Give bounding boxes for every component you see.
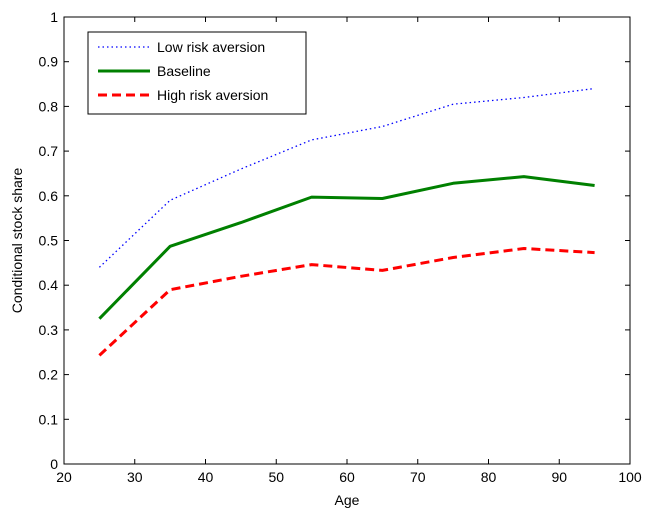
- y-tick-label: 0.5: [39, 233, 59, 249]
- y-tick-label: 0.8: [39, 98, 59, 114]
- legend: Low risk aversion Baseline High risk avers…: [87, 31, 307, 115]
- plot-area-frame: [63, 16, 631, 465]
- y-tick-label: 1: [50, 9, 58, 25]
- x-axis-ticks: 20 30 40 50 60 70 80 90 100: [56, 17, 642, 485]
- x-tick-label: 40: [198, 469, 214, 485]
- y-tick-label: 0.3: [39, 322, 59, 338]
- x-tick-label: 90: [551, 469, 567, 485]
- x-tick-label: 50: [268, 469, 284, 485]
- x-tick-label: 20: [56, 469, 72, 485]
- x-tick-label: 60: [339, 469, 355, 485]
- y-tick-label: 0.1: [39, 411, 59, 427]
- legend-entry-label: High risk aversion: [157, 87, 268, 103]
- legend-entry-label: Baseline: [157, 63, 211, 79]
- y-tick-label: 0.9: [39, 54, 59, 70]
- x-tick-label: 70: [410, 469, 426, 485]
- y-tick-label: 0.2: [39, 367, 59, 383]
- x-axis-label: Age: [335, 492, 360, 508]
- legend-box: [87, 31, 307, 115]
- y-tick-label: 0.6: [39, 188, 59, 204]
- legend-entry-label: Low risk aversion: [157, 39, 265, 55]
- y-axis-label: Conditional stock share: [9, 168, 25, 314]
- y-tick-label: 0.7: [39, 143, 59, 159]
- series-lines: [98, 87, 595, 357]
- x-tick-label: 80: [481, 469, 497, 485]
- y-tick-label: 0.4: [39, 277, 59, 293]
- series-line-high-risk-aversion: [98, 247, 595, 357]
- series-line-baseline: [98, 175, 595, 320]
- y-axis-ticks: 0 0.1 0.2 0.3 0.4 0.5 0.6 0.7 0.8 0.9 1: [39, 9, 630, 472]
- x-tick-label: 100: [618, 469, 642, 485]
- x-tick-label: 30: [127, 469, 143, 485]
- y-tick-label: 0: [50, 456, 58, 472]
